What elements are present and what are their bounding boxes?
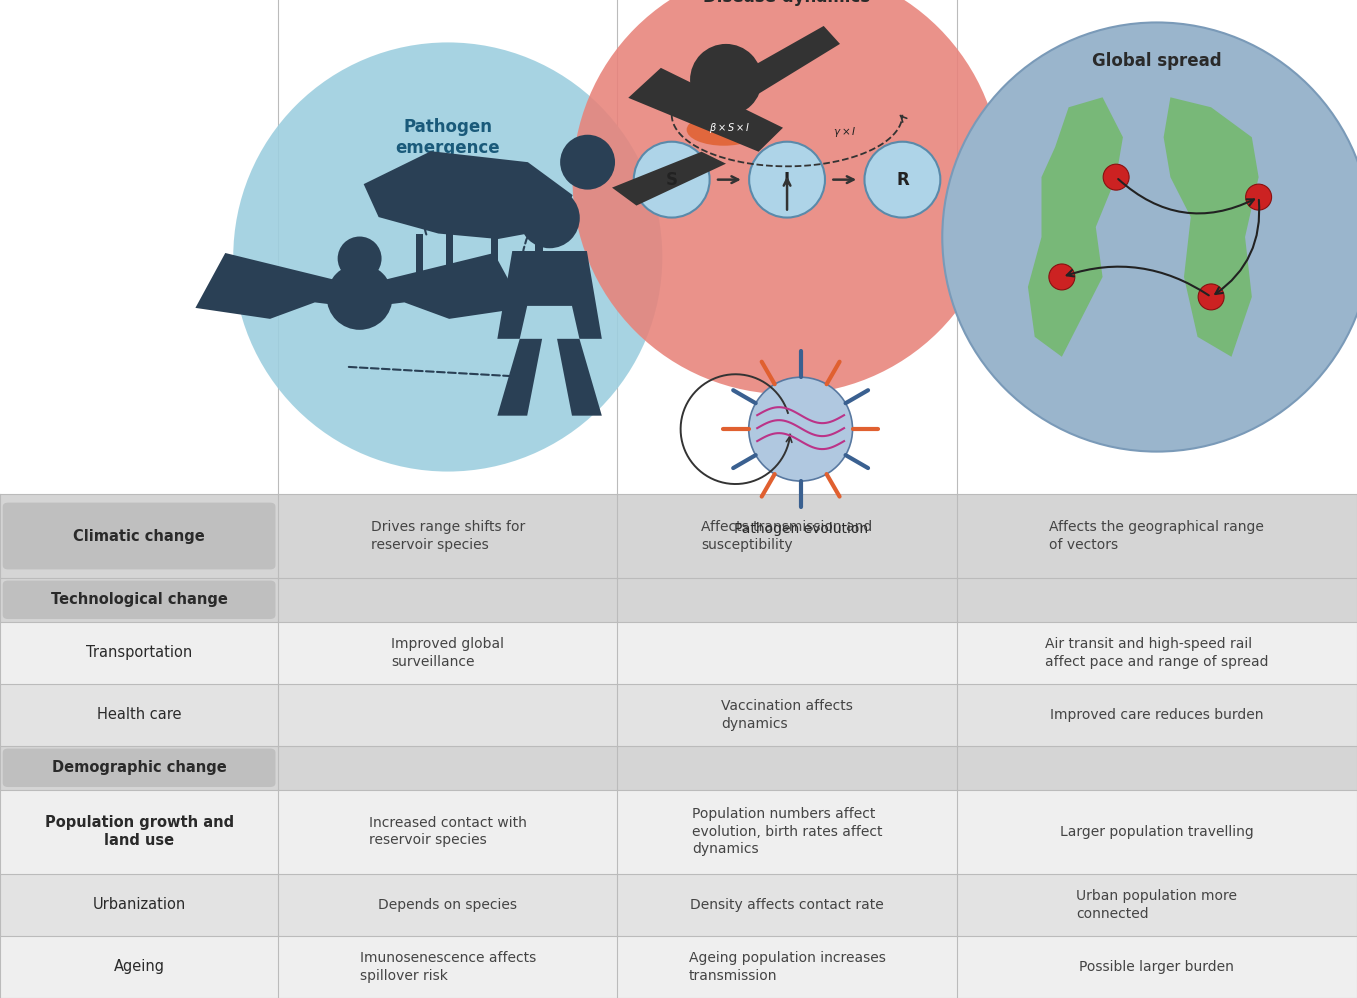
- Text: Pathogen
emergence: Pathogen emergence: [395, 118, 501, 157]
- FancyBboxPatch shape: [3, 748, 275, 787]
- Bar: [0, 0, 1357, 494]
- Ellipse shape: [942, 23, 1357, 452]
- Polygon shape: [612, 152, 726, 206]
- Polygon shape: [535, 234, 543, 288]
- Polygon shape: [498, 251, 603, 339]
- Bar: [0, 873, 1357, 936]
- Text: Affects the geographical range
of vectors: Affects the geographical range of vector…: [1049, 520, 1265, 552]
- Polygon shape: [364, 152, 573, 240]
- Text: R: R: [896, 171, 909, 189]
- Polygon shape: [498, 339, 543, 416]
- Text: Affects transmission and
susceptibility: Affects transmission and susceptibility: [702, 520, 873, 552]
- Bar: [0, 789, 1357, 873]
- Text: $\gamma \times I$: $\gamma \times I$: [833, 125, 856, 139]
- Text: Population growth and
land use: Population growth and land use: [45, 815, 233, 847]
- Ellipse shape: [520, 188, 579, 249]
- Ellipse shape: [338, 237, 381, 280]
- Ellipse shape: [1049, 264, 1075, 290]
- Text: Larger population travelling: Larger population travelling: [1060, 824, 1254, 838]
- Ellipse shape: [864, 142, 940, 218]
- Ellipse shape: [687, 114, 761, 146]
- Ellipse shape: [1198, 284, 1224, 310]
- Text: Drives range shifts for
reservoir species: Drives range shifts for reservoir specie…: [370, 520, 525, 552]
- Text: Vaccination affects
dynamics: Vaccination affects dynamics: [721, 699, 854, 731]
- Ellipse shape: [749, 142, 825, 218]
- Text: I: I: [784, 171, 790, 189]
- Polygon shape: [445, 234, 453, 288]
- Ellipse shape: [233, 43, 662, 472]
- Text: Global spread: Global spread: [1092, 52, 1221, 70]
- Polygon shape: [628, 68, 783, 152]
- Bar: [0, 494, 1357, 578]
- Text: Climatic change: Climatic change: [73, 529, 205, 544]
- Polygon shape: [360, 253, 524, 319]
- Bar: [0, 936, 1357, 998]
- FancyBboxPatch shape: [3, 503, 275, 570]
- Text: Population numbers affect
evolution, birth rates affect
dynamics: Population numbers affect evolution, bir…: [692, 806, 882, 856]
- Polygon shape: [1029, 98, 1124, 357]
- Text: Ageing population increases
transmission: Ageing population increases transmission: [688, 951, 886, 983]
- Text: Technological change: Technological change: [50, 592, 228, 608]
- Ellipse shape: [691, 44, 761, 116]
- Text: Disease dynamics: Disease dynamics: [703, 0, 871, 6]
- Ellipse shape: [749, 377, 852, 481]
- Text: Increased contact with
reservoir species: Increased contact with reservoir species: [369, 815, 527, 847]
- Bar: [0, 747, 1357, 789]
- Ellipse shape: [573, 0, 1001, 394]
- Ellipse shape: [560, 135, 615, 190]
- Polygon shape: [195, 253, 360, 319]
- Text: Improved care reduces burden: Improved care reduces burden: [1050, 708, 1263, 722]
- Text: Density affects contact rate: Density affects contact rate: [691, 897, 883, 911]
- Polygon shape: [718, 26, 840, 104]
- Ellipse shape: [1103, 164, 1129, 191]
- Polygon shape: [415, 234, 423, 288]
- Text: Air transit and high-speed rail
affect pace and range of spread: Air transit and high-speed rail affect p…: [1045, 637, 1269, 669]
- Ellipse shape: [634, 142, 710, 218]
- Text: Possible larger burden: Possible larger burden: [1079, 960, 1235, 974]
- Polygon shape: [491, 234, 498, 288]
- Text: Ageing: Ageing: [114, 959, 164, 974]
- Text: Health care: Health care: [96, 708, 182, 723]
- Text: Urbanization: Urbanization: [92, 897, 186, 912]
- Text: Depends on species: Depends on species: [379, 897, 517, 911]
- Bar: [0, 684, 1357, 747]
- Text: $\beta \times S \times I$: $\beta \times S \times I$: [708, 121, 750, 135]
- Polygon shape: [1164, 98, 1259, 357]
- Polygon shape: [556, 339, 603, 416]
- Text: S: S: [666, 171, 677, 189]
- Text: Demographic change: Demographic change: [52, 760, 227, 775]
- Ellipse shape: [1246, 184, 1272, 211]
- Bar: [0, 622, 1357, 684]
- Text: Improved global
surveillance: Improved global surveillance: [391, 637, 505, 669]
- FancyBboxPatch shape: [3, 581, 275, 619]
- Ellipse shape: [327, 264, 392, 330]
- Bar: [0, 578, 1357, 622]
- Text: Imunosenescence affects
spillover risk: Imunosenescence affects spillover risk: [360, 951, 536, 983]
- Text: Pathogen evolution: Pathogen evolution: [734, 522, 867, 536]
- Text: Transportation: Transportation: [85, 645, 193, 660]
- Text: Urban population more
connected: Urban population more connected: [1076, 889, 1238, 920]
